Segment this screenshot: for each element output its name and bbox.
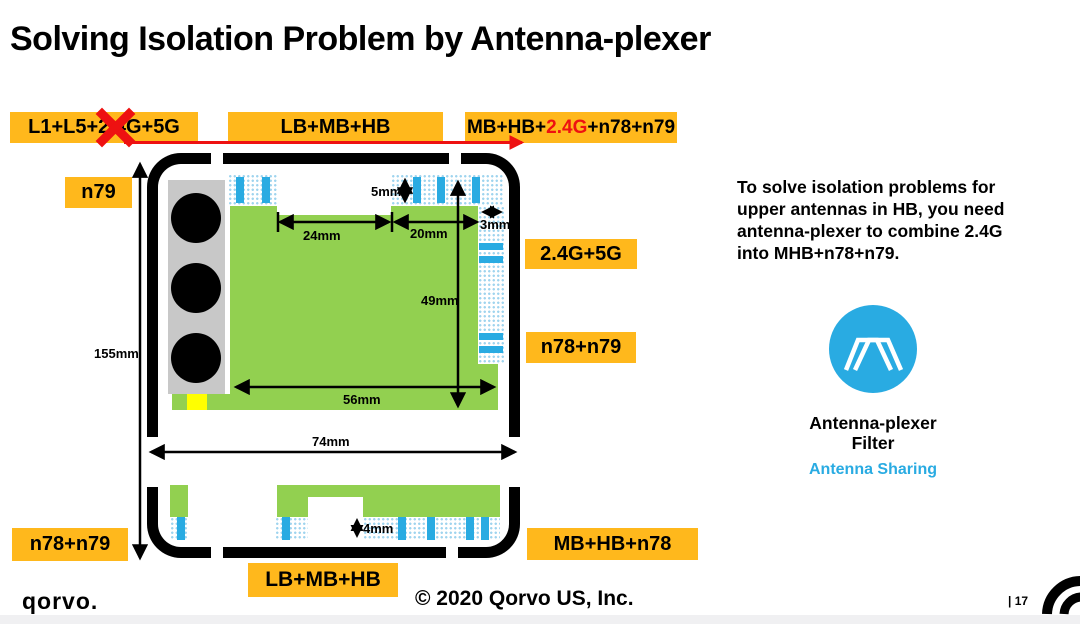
phone-frame-upper [147,153,520,437]
dim-label-56mm: 56mm [343,392,381,407]
camera-lens-1 [171,193,221,243]
antenna-feed [236,177,244,203]
dim-label-155mm: 155mm [94,346,139,361]
camera-lens-3 [171,333,221,383]
antenna-feed [413,177,421,203]
antenna-feed [437,177,445,203]
tag-n78-n79-right: n78+n79 [526,332,636,363]
antenna-feed [398,517,406,540]
flow-label-middle-text: LB+MB+HB [280,116,391,138]
antenna-feed [427,517,435,540]
flow-label-right-pre: MB+HB+ [466,116,547,138]
yellow-component [187,394,207,410]
tag-lb-mb-hb-bottom: LB+MB+HB [248,563,398,597]
lower-notch [308,497,363,517]
antenna-feed [177,517,185,540]
antenna-feed [472,177,480,203]
antenna-feed [262,177,270,203]
flow-label-right-highlight: 2.4G [546,116,588,138]
antenna-plexer-icon [829,305,917,393]
plexer-caption: Antenna-plexer Filter [809,413,937,453]
antenna-gap-bottom-left [211,544,223,561]
flow-label-left-text: L1+L5+2.4G+5G [28,116,180,138]
phone-frame-lower [147,487,520,558]
qorvo-logo: qorvo. [22,588,99,614]
antenna-feed [479,346,503,353]
flow-label-middle: LB+MB+HB [228,112,443,143]
tag-lb-mb-hb-bottom-text: LB+MB+HB [265,568,381,591]
antenna-feed [481,517,489,540]
copyright-text: © 2020 Qorvo US, Inc. [415,587,634,610]
antenna-feed [479,243,503,250]
footer-bar [0,615,1080,624]
dim-label-3mm: 3mm [480,217,511,232]
tag-n79-text: n79 [81,181,116,203]
qorvo-mark-icon [1042,576,1080,615]
flow-label-left: L1+L5+2.4G+5G [10,112,198,143]
antenna-feed [282,517,290,540]
dim-label-5mm: 5mm [371,184,402,199]
antenna-gap-top-left [211,150,223,167]
main-pcb-area [230,206,498,410]
flow-label-right: MB+HB+ 2.4G +n78+n79 [465,112,677,143]
lower-pcb-left-block [170,485,188,517]
tag-n78-n79-left-text: n78+n79 [29,533,111,555]
camera-lens-2 [171,263,221,313]
dim-label-20mm: 20mm [410,226,448,241]
top-notch [277,206,391,215]
top-clearance-right [391,174,503,206]
dim-label-74mm: 74mm [312,434,350,449]
antenna-gap-top-right [449,150,461,167]
antenna-feed [466,517,474,540]
antenna-gap-bottom-right [446,544,458,561]
flow-label-right-post: +n78+n79 [587,116,676,138]
tag-n78-n79-left: n78+n79 [12,528,128,561]
dim-label-49mm: 49mm [421,293,459,308]
dim-label-4mm: 4mm [363,521,394,536]
antenna-feed [479,256,503,263]
page-number: | 17 [1008,594,1029,608]
page-title: Solving Isolation Problem by Antenna-ple… [10,20,711,58]
tag-n78-n79-right-text: n78+n79 [540,336,622,358]
tag-mb-hb-n78-text: MB+HB+n78 [553,532,672,555]
dim-label-24mm: 24mm [303,228,341,243]
bottom-clearance-mid [275,517,308,540]
tag-mb-hb-n78: MB+HB+n78 [527,528,698,560]
note-text: To solve isolation problems for upper an… [737,177,1005,263]
tag-24g-5g: 2.4G+5G [525,239,637,269]
tag-24g-5g-text: 2.4G+5G [540,242,622,265]
filter-shape-right [852,337,904,371]
antenna-sharing-label: Antenna Sharing [808,461,937,478]
tag-n79: n79 [65,177,132,208]
antenna-feed [479,333,503,340]
